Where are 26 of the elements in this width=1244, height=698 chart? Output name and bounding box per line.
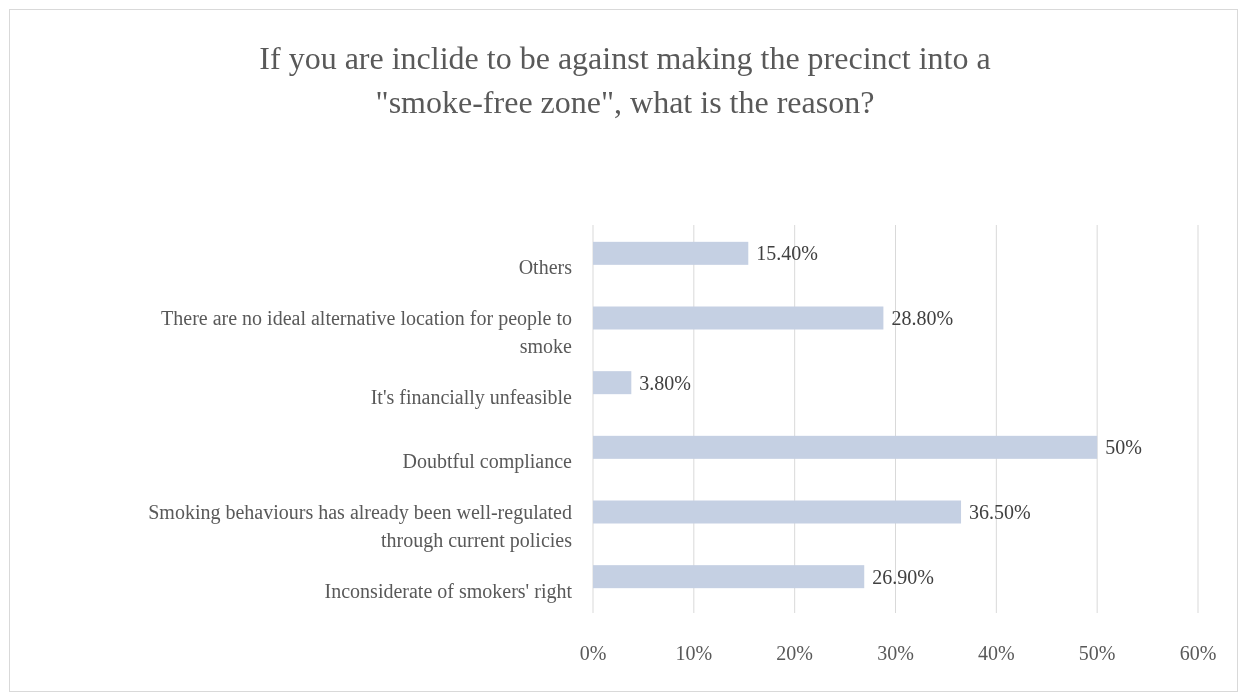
chart-title: If you are inclide to be against making the precinct into a "smoke-free zone", what is the reason? [259,40,991,120]
bar [593,306,884,330]
x-tick-label: 40% [978,642,1015,664]
y-tick-label: It's financially unfeasible [370,385,573,409]
x-tick-label: 10% [675,642,713,664]
bar [593,241,749,265]
y-tick-label: Doubtful compliance [402,450,573,474]
data-label: 15.40% [756,242,818,265]
bar [593,371,632,395]
data-label: 3.80% [639,371,691,394]
x-tick-label: 20% [776,642,813,664]
bar [593,500,962,524]
x-tick-label: 0% [579,642,607,664]
bar [593,565,865,589]
y-tick-label: There are no ideal alternative location for people to smoke [161,307,573,357]
data-label: 50% [1105,436,1142,459]
data-label: 28.80% [891,307,954,329]
y-tick-label: Smoking behaviours has already been well-regulated through current policies [148,501,573,552]
y-tick-label: Inconsiderate of smokers' right [324,579,573,603]
y-tick-label: Others [518,256,573,279]
data-label: 26.90% [872,565,934,588]
bar [593,435,1098,459]
x-tick-label: 60% [1179,642,1217,664]
data-label: 36.50% [969,501,1031,523]
x-tick-label: 30% [877,642,914,664]
x-tick-label: 50% [1078,642,1116,664]
